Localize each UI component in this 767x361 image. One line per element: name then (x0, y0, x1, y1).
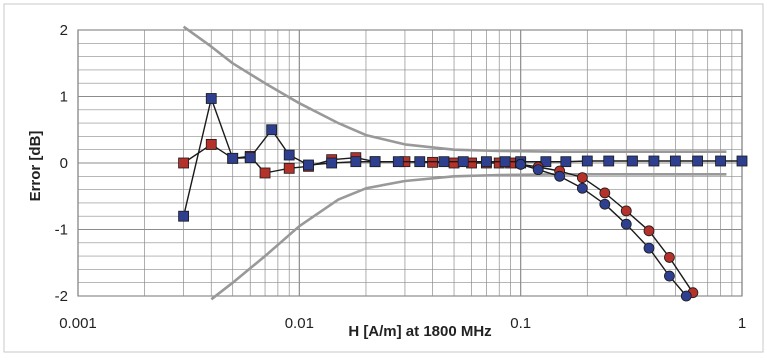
data-point (540, 156, 552, 168)
data-point (620, 218, 632, 230)
data-point (178, 210, 190, 222)
x-tick-label: 0.01 (285, 315, 314, 332)
y-tick-label: 0 (60, 155, 68, 172)
data-point (392, 156, 404, 168)
data-point (581, 155, 593, 167)
y-tick-label: 1 (60, 89, 68, 106)
data-point (283, 162, 295, 174)
data-point (692, 155, 703, 167)
data-point (554, 170, 566, 182)
data-point (499, 156, 511, 168)
data-point (715, 155, 726, 167)
series-4 (515, 158, 692, 302)
data-point (205, 138, 217, 150)
data-point (178, 157, 190, 169)
data-point (576, 172, 588, 184)
data-point (664, 252, 675, 263)
envelope-lines (182, 25, 727, 301)
axes: 0.001 0.01 0.1 1 2 1 0 -1 -2 (55, 22, 747, 332)
data-point (515, 158, 527, 170)
data-point (664, 270, 675, 282)
y-tick-label: -1 (55, 222, 68, 239)
x-tick-label: 0.001 (59, 315, 97, 332)
x-tick-label: 1 (738, 315, 746, 332)
envelope-upper-line (182, 25, 727, 153)
envelope-lower-line (210, 173, 727, 301)
data-point (350, 156, 362, 168)
y-tick-label: 2 (60, 22, 68, 39)
data-point (457, 156, 469, 168)
data-point (603, 155, 615, 167)
data-point (643, 225, 655, 237)
series (178, 93, 748, 302)
data-point (244, 152, 256, 164)
data-point (480, 156, 492, 168)
data-point (227, 152, 239, 164)
data-point (303, 159, 314, 171)
data-point (283, 149, 295, 161)
data-point (369, 156, 381, 168)
x-axis-label: H [A/m] at 1800 MHz (348, 323, 491, 340)
data-point (643, 242, 655, 254)
data-point (599, 198, 611, 210)
data-point (414, 156, 426, 168)
data-point (259, 167, 271, 179)
x-tick-label: 0.1 (510, 315, 531, 332)
data-point (532, 164, 544, 176)
y-tick-label: -2 (55, 288, 68, 305)
data-point (669, 155, 681, 167)
data-point (680, 290, 692, 302)
data-point (599, 187, 611, 199)
data-point (438, 156, 450, 168)
data-point (205, 93, 217, 104)
chart-outer-frame (3, 3, 764, 353)
data-point (576, 182, 588, 194)
data-point (448, 157, 460, 169)
data-point (560, 156, 572, 168)
data-point (620, 205, 632, 217)
series-2 (178, 93, 748, 222)
y-axis-label: Error [dB] (27, 131, 44, 202)
data-point (266, 124, 278, 136)
data-point (736, 155, 748, 167)
data-point (648, 155, 660, 167)
data-point (326, 157, 338, 169)
data-point (627, 155, 638, 167)
